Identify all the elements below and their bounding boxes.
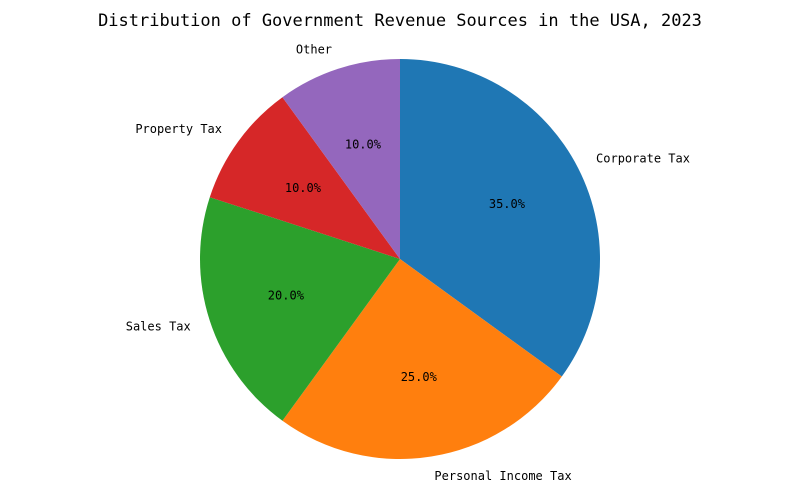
slice-percent-property-tax: 10.0%	[285, 181, 322, 195]
slice-label-sales-tax: Sales Tax	[126, 319, 191, 333]
slice-label-property-tax: Property Tax	[135, 122, 222, 136]
slice-percent-corporate-tax: 35.0%	[489, 197, 526, 211]
slice-percent-sales-tax: 20.0%	[268, 289, 305, 303]
slice-label-other: Other	[296, 42, 332, 56]
slice-label-corporate-tax: Corporate Tax	[596, 152, 690, 166]
slice-percent-other: 10.0%	[345, 137, 382, 151]
slice-label-personal-income-tax: Personal Income Tax	[434, 469, 571, 483]
slice-percent-personal-income-tax: 25.0%	[401, 370, 438, 384]
